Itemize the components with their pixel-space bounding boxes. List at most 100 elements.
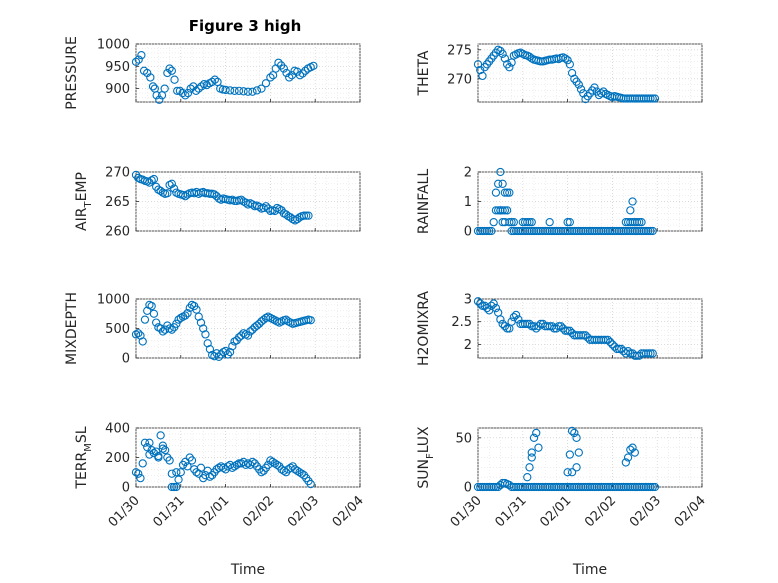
data-point — [138, 337, 147, 346]
data-point — [523, 217, 532, 227]
data-point — [160, 84, 169, 93]
data-point — [646, 226, 655, 236]
panel-rainfall: 0 1 2 RAINFALL — [416, 166, 703, 240]
data-point — [532, 324, 541, 333]
y-tick-label: 0 — [122, 481, 130, 496]
x-tick-label: 02/04 — [330, 493, 367, 530]
y-tick-label: 1000 — [97, 38, 130, 53]
data-point — [149, 448, 159, 458]
data-point — [134, 329, 143, 338]
data-point — [556, 322, 566, 331]
data-point — [176, 468, 185, 477]
data-point — [623, 347, 633, 356]
data-point — [163, 68, 172, 78]
data-point — [590, 83, 599, 92]
data-point — [623, 453, 633, 462]
data-point — [158, 444, 168, 453]
data-point — [500, 322, 510, 331]
data-point — [243, 331, 253, 340]
data-point — [309, 61, 318, 71]
data-point — [572, 463, 581, 472]
data-point — [174, 475, 183, 484]
y-tick-label: 500 — [105, 322, 130, 337]
data-point — [158, 327, 168, 336]
data-point — [131, 57, 141, 66]
data-point — [500, 54, 510, 63]
data-point — [148, 82, 158, 91]
data-point — [581, 331, 590, 340]
data-point — [152, 447, 161, 456]
data-point — [485, 226, 494, 236]
data-point — [545, 217, 554, 227]
data-point — [261, 202, 271, 211]
x-tick-label: 01/31 — [493, 493, 530, 530]
data-point — [563, 56, 572, 65]
data-point — [482, 226, 492, 236]
data-point — [131, 468, 141, 477]
data-point — [165, 456, 174, 465]
data-point — [509, 313, 518, 322]
data-point — [306, 316, 315, 325]
panel-mixdepth: 0 500 1000 MIXDEPTH — [64, 292, 361, 367]
x-tick-label: 02/01 — [537, 493, 574, 530]
y-tick-label: 950 — [105, 60, 130, 75]
data-point — [565, 217, 574, 227]
data-point — [272, 460, 282, 470]
data-point — [255, 319, 264, 328]
data-point — [646, 94, 655, 103]
data-point — [140, 315, 150, 324]
data-point — [225, 347, 235, 357]
y-axis-label: RAINFALL — [416, 169, 432, 234]
data-point — [152, 91, 161, 100]
y-tick-label: 2 — [464, 338, 472, 353]
data-point — [570, 428, 579, 438]
figure-title: Figure 3 high — [189, 17, 302, 35]
data-point — [169, 482, 179, 492]
data-point — [208, 77, 217, 87]
y-tick-label: 265 — [105, 195, 130, 210]
data-point — [574, 80, 583, 89]
x-tick-label: 02/03 — [285, 493, 322, 530]
data-point — [196, 463, 206, 472]
y-tick-label: 0 — [464, 481, 472, 496]
data-point — [243, 87, 253, 96]
data-point — [203, 339, 212, 348]
data-point — [167, 482, 176, 492]
data-point — [489, 217, 498, 227]
y-tick-label: 50 — [455, 431, 472, 446]
data-point — [248, 457, 257, 467]
data-point — [514, 315, 523, 324]
data-point — [136, 473, 145, 483]
x-axis-label: Time — [572, 562, 607, 578]
data-point — [527, 448, 536, 457]
x-tick-label: 02/04 — [672, 493, 709, 530]
data-point — [181, 91, 190, 100]
y-tick-label: 0 — [464, 225, 472, 240]
data-point — [579, 331, 588, 340]
data-point — [494, 179, 503, 188]
data-point — [137, 51, 146, 60]
y-tick-label: 1000 — [97, 293, 130, 308]
x-axis-label: Time — [230, 562, 265, 578]
data-point — [304, 211, 313, 220]
data-point — [525, 52, 534, 61]
data-point — [246, 327, 255, 336]
data-point — [293, 215, 302, 224]
data-point — [601, 335, 610, 344]
data-point — [163, 189, 172, 198]
data-point — [565, 450, 574, 459]
data-point — [487, 301, 496, 310]
data-point — [257, 84, 266, 93]
data-point — [502, 188, 512, 197]
data-point — [529, 433, 539, 442]
data-point — [261, 79, 271, 88]
data-point — [173, 86, 182, 95]
data-point — [576, 85, 586, 94]
x-tick-label: 01/30 — [106, 493, 143, 530]
data-point — [172, 468, 181, 477]
data-point — [155, 95, 164, 104]
data-point — [476, 299, 485, 308]
data-point — [565, 326, 574, 335]
data-point — [160, 445, 170, 455]
data-point — [172, 482, 181, 492]
